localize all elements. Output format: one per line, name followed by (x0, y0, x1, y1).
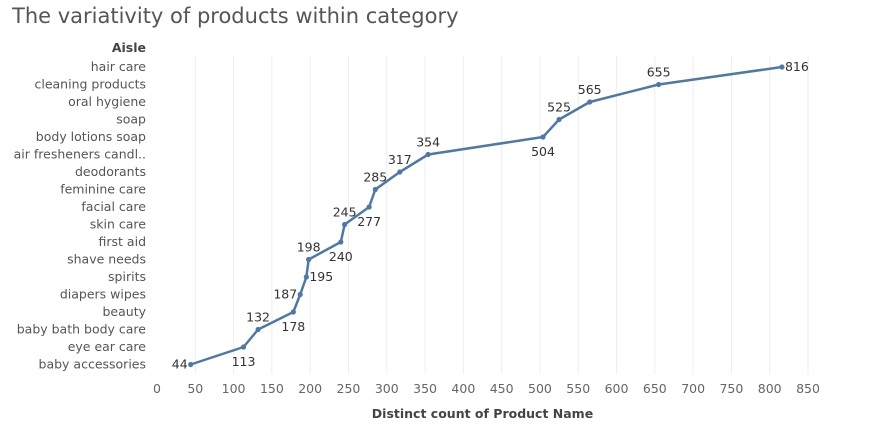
data-point (338, 239, 344, 245)
x-tick-label: 550 (566, 381, 590, 396)
data-point (425, 151, 431, 158)
category-labels: hair care cleaning products oral hygiene so… (14, 59, 147, 372)
category-label: baby bath body care (17, 322, 147, 337)
x-tick-label: 600 (605, 381, 629, 396)
x-tick-label: 500 (528, 381, 552, 396)
data-points (188, 64, 785, 368)
series-line-group (190, 65, 783, 366)
data-label: 285 (363, 170, 387, 185)
data-point (303, 274, 309, 280)
category-label: body lotions soap (36, 129, 146, 144)
x-tick-label: 100 (222, 381, 246, 396)
data-label: 245 (333, 205, 357, 220)
x-tick-label: 700 (681, 381, 705, 396)
category-label: baby accessories (39, 357, 146, 372)
data-label: 187 (273, 287, 297, 302)
data-label: 277 (357, 214, 381, 229)
category-label: eye ear care (68, 339, 147, 354)
data-point (372, 186, 378, 193)
data-label: 178 (281, 319, 305, 334)
data-point (540, 134, 546, 140)
category-label: hair care (91, 59, 147, 74)
category-label: soap (116, 112, 146, 127)
category-label: feminine care (60, 182, 146, 197)
category-label: first aid (99, 234, 146, 249)
x-tick-label: 850 (796, 381, 820, 396)
x-tick-label: 50 (187, 381, 203, 396)
category-label: facial care (81, 199, 146, 214)
gridlines (194, 56, 809, 374)
data-point (255, 326, 261, 333)
x-tick-label: 800 (758, 381, 782, 396)
series-line (190, 65, 783, 366)
data-point (397, 169, 403, 175)
x-tick-label: 250 (337, 381, 361, 396)
data-label: 354 (416, 135, 440, 150)
data-point (366, 204, 372, 210)
data-label: 655 (647, 65, 671, 80)
category-label: oral hygiene (68, 94, 146, 109)
x-axis-title: Distinct count of Product Name (372, 406, 593, 421)
data-label: 198 (297, 240, 321, 255)
category-label: diapers wipes (60, 287, 146, 302)
chart-title: The variativity of products within categ… (12, 4, 459, 28)
data-point (556, 116, 562, 123)
category-label: shave needs (67, 252, 146, 267)
category-label: deodorants (75, 164, 146, 179)
data-label: 317 (388, 152, 412, 167)
category-label: spirits (108, 269, 146, 284)
x-tick-label: 450 (490, 381, 514, 396)
category-label: cleaning products (34, 77, 146, 92)
data-label: 816 (785, 59, 809, 74)
data-point (656, 81, 662, 88)
x-tick-label: 750 (719, 381, 743, 396)
x-tick-label: 150 (260, 381, 284, 396)
data-label: 565 (578, 82, 602, 97)
x-tick-label: 650 (643, 381, 667, 396)
data-point (297, 291, 303, 298)
category-label: skin care (90, 217, 147, 232)
data-point (240, 344, 247, 350)
data-point (587, 99, 593, 105)
data-label: 132 (246, 310, 270, 325)
data-point (290, 309, 296, 315)
x-tick-label: 300 (375, 381, 399, 396)
data-point (306, 256, 312, 263)
data-label: 44 (172, 357, 188, 372)
row-header: Aisle (112, 40, 146, 55)
data-label: 525 (547, 100, 571, 115)
data-label: 504 (531, 144, 555, 159)
data-point (779, 64, 785, 70)
category-label: air fresheners candl.. (14, 147, 146, 162)
data-label: 113 (232, 354, 256, 369)
category-label: beauty (102, 304, 146, 319)
x-tick-label: 0 (153, 381, 161, 396)
data-point (188, 361, 194, 368)
data-label: 240 (329, 249, 353, 264)
x-tick-label: 350 (413, 381, 437, 396)
data-point (342, 221, 348, 228)
x-tick-label: 400 (451, 381, 475, 396)
data-label: 195 (309, 269, 333, 284)
x-tick-label: 200 (298, 381, 322, 396)
x-axis-ticks: 0 50 100 150 200 250 300 350 400 450 500 550 600 650 7… (153, 381, 820, 396)
